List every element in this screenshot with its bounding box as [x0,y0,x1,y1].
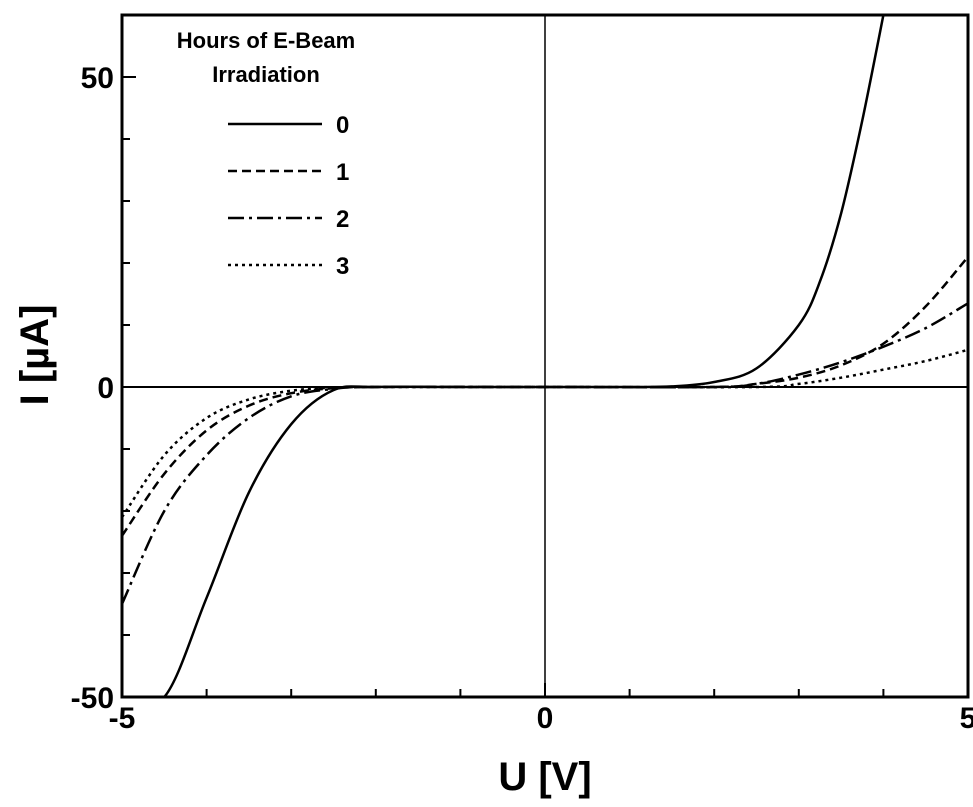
x-tick-label: 0 [537,702,554,735]
legend-label-2: 2 [336,206,349,233]
x-tick-label: -5 [109,702,136,735]
legend-title-line-2: Irradiation [212,62,320,87]
y-tick-label: 50 [81,62,114,95]
y-tick-label: 0 [97,372,114,405]
legend-label-0: 0 [336,112,349,139]
series-line-0 [122,15,885,697]
x-tick-label: 5 [960,702,973,735]
y-axis-title: I [µA] [13,305,57,406]
legend-label-3: 3 [336,253,349,280]
series-line-2 [122,302,968,605]
y-tick-label: -50 [71,682,114,715]
x-axis-title: U [V] [498,755,591,799]
legend-title-line-1: Hours of E-Beam [177,28,355,53]
legend-label-1: 1 [336,159,349,186]
